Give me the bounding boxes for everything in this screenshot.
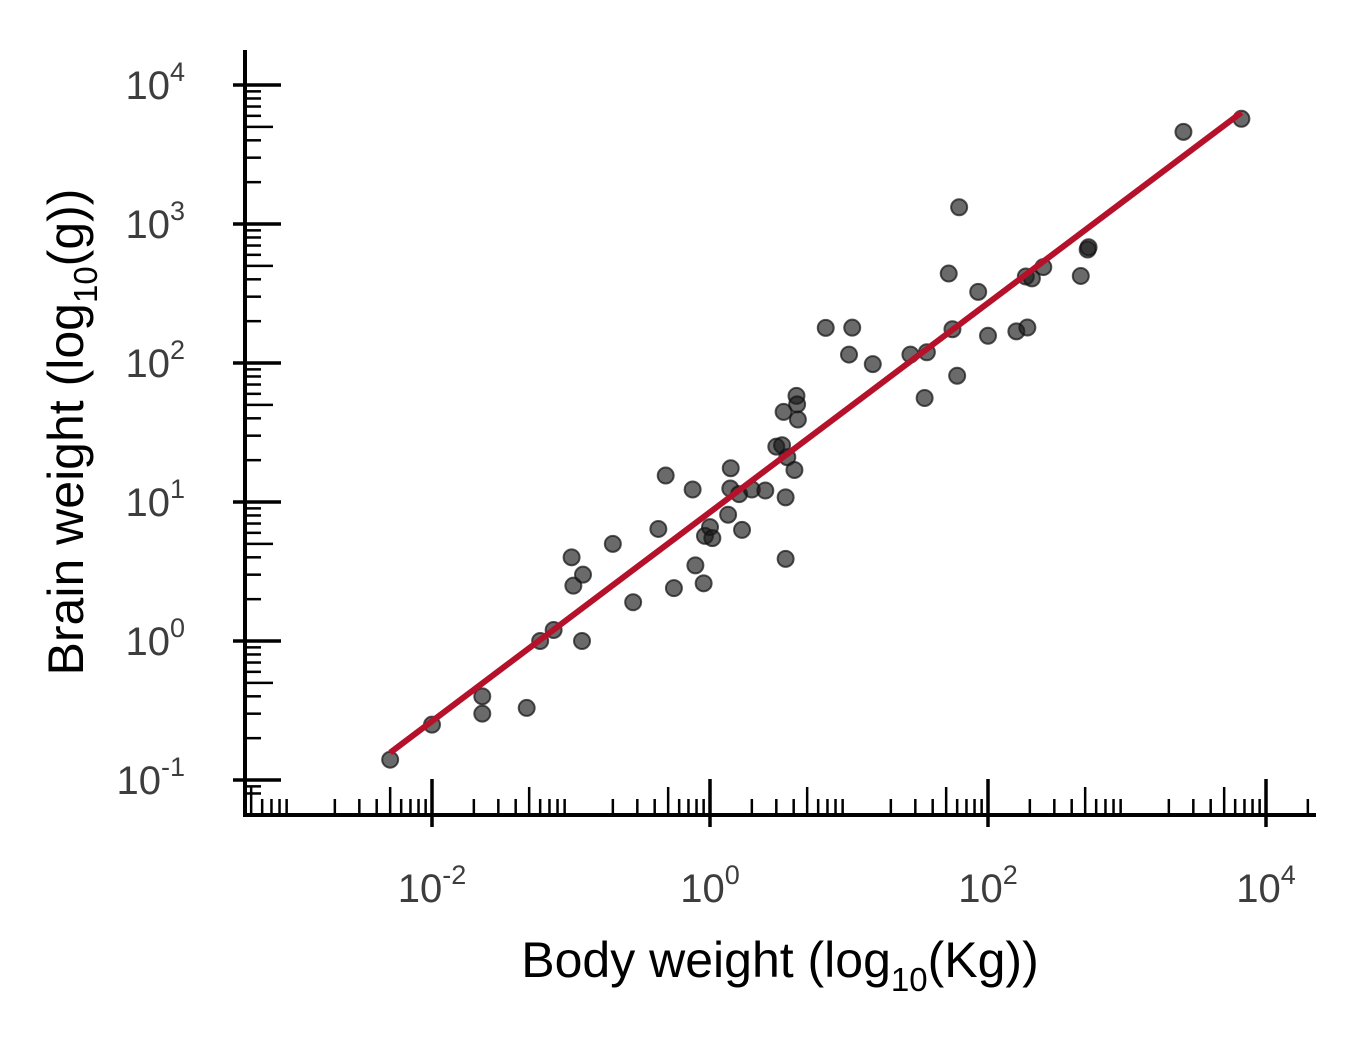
data-point — [649, 519, 668, 538]
major-ticks — [233, 83, 1268, 827]
x-tick-label: 102 — [958, 860, 1018, 911]
data-point — [915, 389, 934, 408]
tick-labels: 10-2 100 102 104 10-1 100 101 102 103 104 — [116, 57, 1295, 911]
data-point — [840, 345, 858, 364]
data-point — [785, 460, 804, 479]
data-point — [1071, 266, 1090, 285]
data-point — [703, 529, 722, 548]
x-axis-label: Body weight (log10(Kg)) — [521, 932, 1038, 998]
y-axis-label-main: Brain weight (log — [38, 303, 94, 675]
data-point — [1079, 238, 1098, 257]
data-point — [939, 264, 958, 283]
data-point — [721, 459, 740, 478]
data-point — [733, 520, 752, 539]
data-point — [776, 549, 795, 568]
data-point — [948, 366, 967, 385]
y-tick-label: 101 — [125, 474, 185, 525]
y-tick-label: 10-1 — [116, 752, 185, 803]
y-tick-label: 100 — [125, 613, 185, 664]
data-point — [719, 505, 738, 524]
data-point — [574, 565, 593, 584]
data-point — [473, 687, 492, 706]
data-point — [656, 466, 675, 485]
regression-line — [388, 110, 1244, 756]
y-tick-label: 104 — [125, 57, 185, 108]
data-points — [381, 109, 1251, 769]
data-point — [683, 480, 702, 499]
data-point — [1018, 318, 1037, 337]
y-axis-label-sub: 10 — [67, 266, 104, 303]
x-tick-label: 104 — [1236, 860, 1296, 911]
y-axis-label-tail: (g)) — [38, 189, 94, 267]
x-axis-label-main: Body weight (log — [521, 932, 891, 988]
y-tick-label: 103 — [125, 196, 185, 247]
data-point — [816, 318, 835, 337]
data-point — [774, 402, 793, 421]
data-point — [979, 326, 997, 345]
data-point — [863, 355, 882, 374]
data-point — [1174, 122, 1193, 141]
minor-ticks — [245, 90, 1310, 815]
data-point — [776, 488, 795, 507]
data-point — [969, 282, 988, 301]
data-point — [624, 593, 643, 612]
data-point — [788, 395, 807, 414]
x-tick-label: 10-2 — [398, 860, 467, 911]
data-point — [756, 481, 775, 500]
y-axis-label: Brain weight (log10(g)) — [38, 189, 104, 676]
data-point — [950, 198, 969, 217]
data-point — [843, 318, 862, 337]
data-point — [473, 704, 492, 723]
data-point — [562, 548, 581, 567]
x-axis-label-sub: 10 — [891, 961, 928, 998]
data-point — [686, 556, 705, 575]
x-tick-label: 100 — [680, 860, 740, 911]
data-point — [381, 750, 400, 769]
data-point — [694, 574, 713, 593]
data-point — [517, 698, 536, 717]
y-tick-label: 102 — [125, 335, 185, 386]
data-point — [603, 534, 622, 553]
x-axis-label-tail: (Kg)) — [928, 932, 1039, 988]
data-point — [573, 632, 592, 650]
data-point — [788, 410, 807, 429]
data-point — [664, 579, 683, 598]
